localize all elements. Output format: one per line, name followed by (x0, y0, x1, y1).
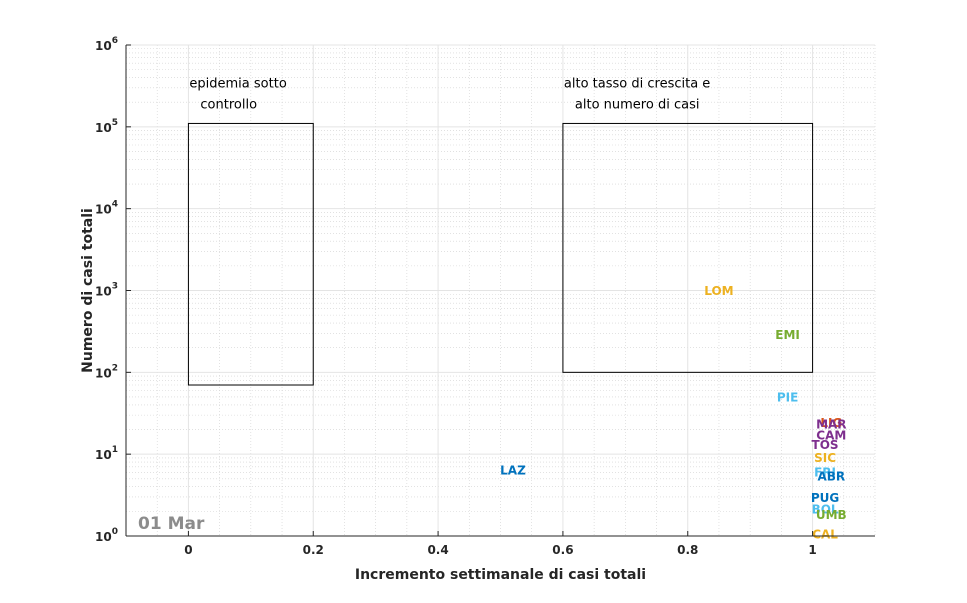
point-label: SIC (814, 451, 836, 465)
x-tick-label: 0.8 (677, 543, 698, 557)
y-tick-base: 10 (95, 121, 112, 135)
point-label: CAL (812, 527, 838, 541)
y-tick-base: 10 (95, 285, 112, 299)
point-label: LOM (704, 284, 733, 298)
y-tick-label: 106 (95, 36, 118, 53)
region-box (187, 122, 314, 386)
y-tick-exponent: 4 (112, 200, 118, 210)
y-tick-base: 10 (95, 39, 112, 53)
y-tick-exponent: 2 (112, 363, 118, 373)
y-tick-exponent: 3 (112, 282, 118, 292)
region-annotation: alto tasso di crescita e (564, 76, 710, 91)
x-tick-label: 0.6 (552, 543, 573, 557)
regions: epidemia sotto controllo alto tasso di cre… (187, 76, 814, 386)
y-axis-label: Numero di casi totali (80, 208, 96, 373)
region-annotation: alto numero di casi (575, 97, 700, 112)
y-tick-exponent: 5 (112, 118, 118, 128)
x-tick-label: 0.2 (303, 543, 324, 557)
point-label: LIG (820, 416, 842, 430)
region-annotation: controllo (200, 97, 257, 112)
y-tick-label: 102 (95, 363, 118, 380)
y-tick-base: 10 (95, 530, 112, 544)
y-tick-exponent: 6 (112, 36, 118, 46)
point-label: ABR (817, 470, 845, 484)
y-tick-exponent: 1 (112, 445, 118, 455)
point-label: PUG (811, 491, 839, 505)
y-tick-label: 100 (95, 527, 118, 544)
x-tick-label: 1 (808, 543, 816, 557)
y-tick-label: 105 (95, 118, 118, 135)
point-label: FRI (814, 465, 836, 479)
x-tick-label: 0.4 (427, 543, 448, 557)
x-tick-label: 0 (184, 543, 192, 557)
region-annotation: epidemia sotto (189, 76, 286, 91)
point-label: PIE (777, 391, 798, 405)
y-tick-base: 10 (95, 366, 112, 380)
axes (125, 44, 875, 537)
point-label: BOL (812, 503, 839, 517)
date-label: 01 Mar (138, 514, 205, 534)
point-label: EMI (775, 328, 800, 342)
y-tick-base: 10 (95, 203, 112, 217)
x-axis-label: Incremento settimanale di casi totali (355, 567, 646, 583)
y-tick-exponent: 0 (112, 527, 118, 537)
y-tick-label: 104 (95, 200, 118, 217)
point-label: CAM (816, 428, 846, 442)
y-tick-base: 10 (95, 448, 112, 462)
point-label: LAZ (500, 464, 526, 478)
point-label: TOS (812, 438, 839, 452)
x-tick-labels: 0 0.2 0.4 0.6 0.8 1 (184, 543, 817, 557)
region-box (562, 122, 814, 373)
y-tick-label: 103 (95, 282, 118, 299)
point-label: MAR (816, 418, 846, 432)
point-label: UMB (816, 508, 847, 522)
y-tick-label: 101 (95, 445, 118, 462)
